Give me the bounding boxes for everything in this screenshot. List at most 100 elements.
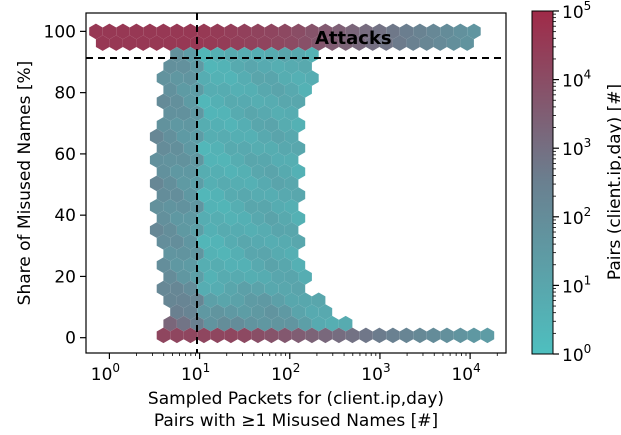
hex-cell bbox=[244, 58, 258, 75]
hex-cell bbox=[284, 315, 299, 332]
hex-cell bbox=[197, 257, 211, 273]
hex-cell bbox=[183, 93, 198, 110]
hex-cell bbox=[257, 105, 272, 121]
hex-cell bbox=[244, 128, 258, 145]
hex-cell bbox=[230, 222, 245, 238]
hex-cell bbox=[305, 327, 319, 344]
hex-cell bbox=[156, 23, 171, 40]
hex-cell bbox=[244, 292, 258, 309]
hex-cell bbox=[237, 163, 252, 180]
hex-cell bbox=[197, 140, 211, 157]
hex-cell bbox=[203, 82, 218, 98]
hex-cell bbox=[217, 315, 231, 332]
hex-cell bbox=[156, 327, 171, 344]
hex-cell bbox=[230, 175, 245, 192]
hex-cell bbox=[257, 175, 272, 192]
hex-cell bbox=[379, 35, 393, 51]
colorbar-label: Pairs (client.ip,day) [#] bbox=[605, 84, 621, 280]
hex-cell bbox=[284, 152, 299, 168]
hex-cell bbox=[176, 245, 191, 262]
hex-cell bbox=[170, 163, 184, 180]
hex-cell bbox=[163, 105, 177, 121]
colorbar-tick-label: 100 bbox=[562, 342, 591, 366]
hex-cell bbox=[156, 117, 171, 133]
hex-cell bbox=[278, 280, 292, 297]
hex-cell bbox=[237, 93, 252, 110]
hex-cell bbox=[176, 222, 191, 238]
hex-cell bbox=[284, 245, 299, 262]
hex-cell bbox=[224, 23, 238, 40]
hex-cell bbox=[237, 210, 252, 227]
hex-cell bbox=[170, 257, 184, 273]
hex-cell bbox=[230, 82, 245, 98]
hex-cell bbox=[264, 70, 279, 86]
hex-cell bbox=[251, 257, 265, 273]
hex-cell bbox=[109, 35, 123, 51]
hex-cell bbox=[257, 245, 272, 262]
hex-cell bbox=[183, 187, 198, 203]
y-tick-label: 40 bbox=[54, 206, 76, 226]
hex-cell bbox=[284, 82, 299, 98]
hex-cell bbox=[386, 327, 400, 344]
hex-cell bbox=[284, 128, 299, 145]
hex-cell bbox=[372, 327, 387, 344]
hex-cell bbox=[163, 199, 177, 215]
hex-cell bbox=[176, 82, 191, 98]
hex-cell bbox=[183, 327, 198, 344]
hex-cell bbox=[217, 269, 231, 285]
hex-cell bbox=[170, 234, 184, 250]
hex-cell bbox=[284, 269, 299, 285]
hex-cell bbox=[163, 128, 177, 145]
hex-cell bbox=[271, 105, 285, 121]
hex-cell bbox=[251, 187, 265, 203]
hex-cell bbox=[197, 210, 211, 227]
hex-cell bbox=[406, 35, 420, 51]
hex-cell bbox=[230, 58, 245, 75]
hex-cell bbox=[291, 257, 306, 273]
hex-cell bbox=[271, 292, 285, 309]
y-tick-label: 60 bbox=[54, 145, 76, 165]
hex-cell bbox=[399, 23, 414, 40]
hex-cell bbox=[176, 58, 191, 75]
hex-cell bbox=[203, 105, 218, 121]
hex-cell bbox=[332, 23, 346, 40]
hex-cell bbox=[217, 245, 231, 262]
hex-cell bbox=[176, 128, 191, 145]
hex-cell bbox=[244, 222, 258, 238]
hex-cell bbox=[197, 23, 211, 40]
hex-cell bbox=[244, 82, 258, 98]
hex-cell bbox=[278, 304, 292, 320]
hex-cell bbox=[197, 234, 211, 250]
hex-cell bbox=[278, 93, 292, 110]
hex-cell bbox=[251, 234, 265, 250]
hex-cell bbox=[251, 163, 265, 180]
hex-cell bbox=[149, 128, 164, 145]
hex-cell bbox=[217, 58, 231, 75]
colorbar-tick-label: 103 bbox=[562, 136, 591, 160]
hex-cell bbox=[170, 117, 184, 133]
hex-cell bbox=[210, 280, 225, 297]
hex-cell bbox=[325, 35, 339, 51]
hex-cell bbox=[149, 222, 164, 238]
hex-cell bbox=[426, 23, 441, 40]
hex-cell bbox=[163, 58, 177, 75]
hex-cell bbox=[163, 82, 177, 98]
hex-cell bbox=[244, 35, 258, 51]
hex-cell bbox=[149, 35, 164, 51]
hex-cell bbox=[278, 327, 292, 344]
hex-cell bbox=[244, 175, 258, 192]
hex-cell bbox=[291, 117, 306, 133]
hex-cell bbox=[392, 35, 407, 51]
hex-cell bbox=[271, 35, 285, 51]
hex-cell bbox=[197, 327, 211, 344]
hex-cell bbox=[251, 304, 265, 320]
hex-cell bbox=[271, 58, 285, 75]
hex-cell bbox=[163, 152, 177, 168]
y-tick-label: 80 bbox=[54, 84, 76, 104]
hex-cell bbox=[271, 128, 285, 145]
hex-cell bbox=[372, 23, 387, 40]
hex-cell bbox=[257, 35, 272, 51]
hex-cell bbox=[230, 269, 245, 285]
hex-cell bbox=[298, 58, 312, 75]
hex-cell bbox=[291, 304, 306, 320]
